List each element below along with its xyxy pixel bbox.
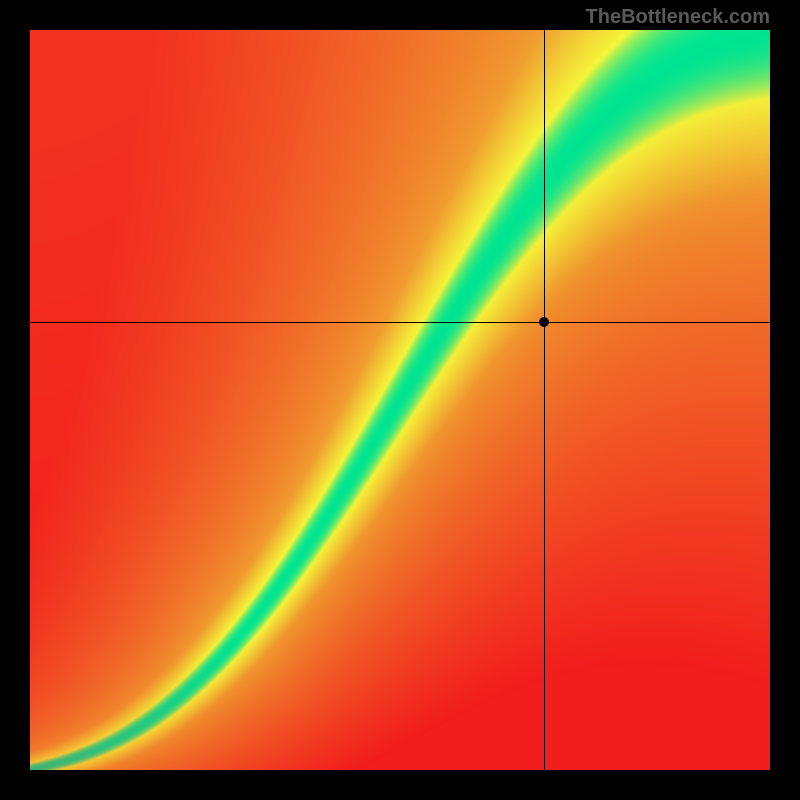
crosshair-horizontal xyxy=(30,322,770,323)
heatmap-canvas xyxy=(30,30,770,770)
watermark-text: TheBottleneck.com xyxy=(586,6,770,29)
chart-area xyxy=(30,30,770,770)
crosshair-vertical xyxy=(544,30,545,770)
crosshair-marker xyxy=(539,317,549,327)
